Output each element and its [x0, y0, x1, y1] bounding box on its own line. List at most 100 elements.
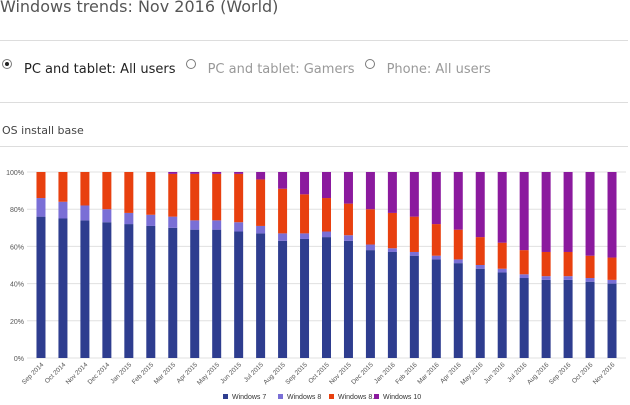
bar-segment — [234, 222, 244, 232]
y-tick-label: 100% — [6, 170, 24, 177]
bar-segment — [343, 203, 353, 236]
x-tick-label: Aug 2016 — [526, 361, 551, 386]
bar-segment — [431, 172, 441, 225]
bar-segment — [168, 172, 178, 174]
bar-segment — [409, 172, 419, 217]
y-tick-label: 40% — [10, 282, 24, 289]
radio-pc-gamers[interactable]: PC and tablet: Gamers — [185, 57, 355, 77]
bar-segment — [519, 274, 529, 279]
x-tick-label: Sep 2016 — [548, 361, 573, 386]
bar-segment — [322, 198, 331, 232]
bar-segment — [190, 229, 200, 358]
bar-segment — [168, 173, 178, 217]
bar-segment — [146, 172, 156, 215]
bar-segment — [322, 237, 331, 358]
bar-segment — [585, 255, 595, 279]
bar-segment — [431, 259, 441, 358]
radio-unchecked-icon[interactable] — [364, 59, 375, 69]
bar-segment — [168, 216, 178, 228]
bar-segment — [234, 172, 244, 174]
bar-segment — [300, 172, 310, 195]
x-tick-label: Sep 2015 — [284, 361, 309, 386]
bar-segment — [453, 259, 463, 264]
legend-swatch — [278, 394, 283, 399]
divider — [0, 102, 628, 103]
x-tick-label: Jan 2015 — [109, 361, 133, 385]
radio-phone-all-users[interactable]: Phone: All users — [364, 57, 491, 77]
x-tick-label: Nov 2015 — [328, 361, 353, 386]
radio-pc-all-users[interactable]: PC and tablet: All users — [2, 57, 176, 77]
bar-segment — [541, 279, 551, 358]
bar-segment — [212, 220, 222, 230]
x-tick-label: Mar 2015 — [153, 361, 178, 386]
bar-segment — [322, 172, 331, 199]
bar-segment — [36, 172, 46, 199]
x-tick-label: Jan 2016 — [373, 361, 397, 385]
legend-swatch — [329, 394, 334, 399]
divider — [0, 146, 628, 147]
radio-label: Phone: All users — [386, 61, 491, 77]
bar-segment — [102, 222, 112, 358]
bar-segment — [58, 172, 68, 202]
radio-label: PC and tablet: All users — [24, 61, 176, 77]
bar-segment — [278, 233, 288, 241]
y-tick-label: 0% — [14, 356, 24, 363]
bar-segment — [563, 276, 573, 280]
bar-segment — [212, 173, 222, 221]
bar-segment — [519, 278, 529, 358]
bar-segment — [190, 220, 200, 230]
legend-label: Windows 8.1 — [338, 394, 378, 401]
bar-segment — [453, 172, 463, 230]
bar-segment — [212, 229, 222, 358]
bar-segment — [124, 212, 134, 225]
bar-segment — [146, 225, 156, 358]
bar-segment — [585, 278, 595, 282]
chart-section-label: OS install base — [2, 124, 84, 137]
legend-label: Windows 10 — [383, 394, 421, 401]
x-tick-label: Feb 2016 — [394, 361, 419, 386]
bar-segment — [519, 250, 529, 275]
x-tick-label: Jun 2015 — [219, 361, 243, 385]
x-tick-label: Dec 2014 — [87, 361, 112, 386]
bar-segment — [453, 263, 463, 358]
legend-label: Windows 8 — [287, 394, 321, 401]
bar-segment — [343, 172, 353, 204]
y-tick-label: 20% — [10, 319, 24, 326]
bar-segment — [300, 233, 310, 239]
bar-segment — [124, 224, 134, 358]
y-tick-label: 80% — [10, 207, 24, 214]
bar-segment — [36, 198, 46, 217]
x-tick-label: Sep 2014 — [21, 361, 46, 386]
x-tick-label: Nov 2016 — [592, 361, 617, 386]
bar-segment — [322, 231, 331, 238]
legend-label: Windows 7 — [232, 394, 266, 401]
bar-segment — [607, 283, 617, 358]
x-tick-label: May 2016 — [460, 361, 485, 386]
bar-segment — [585, 281, 595, 358]
x-tick-label: Dec 2015 — [350, 361, 375, 386]
bar-segment — [343, 235, 353, 241]
bar-segment — [607, 172, 617, 258]
bar-segment — [387, 172, 397, 213]
bar-segment — [102, 209, 112, 223]
x-tick-label: Feb 2015 — [131, 361, 156, 386]
bar-segment — [256, 225, 266, 234]
radio-unchecked-icon[interactable] — [185, 59, 196, 69]
bar-segment — [431, 224, 441, 256]
legend-swatch — [223, 394, 228, 399]
radio-checked-icon[interactable] — [2, 59, 12, 69]
bar-segment — [80, 172, 90, 206]
bar-segment — [475, 172, 485, 238]
legend-swatch — [374, 394, 379, 399]
bar-segment — [256, 179, 266, 226]
bar-segment — [541, 251, 551, 277]
bar-segment — [58, 201, 68, 219]
bar-segment — [365, 209, 375, 245]
bar-segment — [58, 218, 68, 358]
bar-segment — [497, 242, 507, 269]
bar-segment — [124, 172, 134, 213]
bar-segment — [519, 172, 529, 251]
divider — [0, 40, 628, 41]
x-tick-label: Mar 2016 — [416, 361, 441, 386]
